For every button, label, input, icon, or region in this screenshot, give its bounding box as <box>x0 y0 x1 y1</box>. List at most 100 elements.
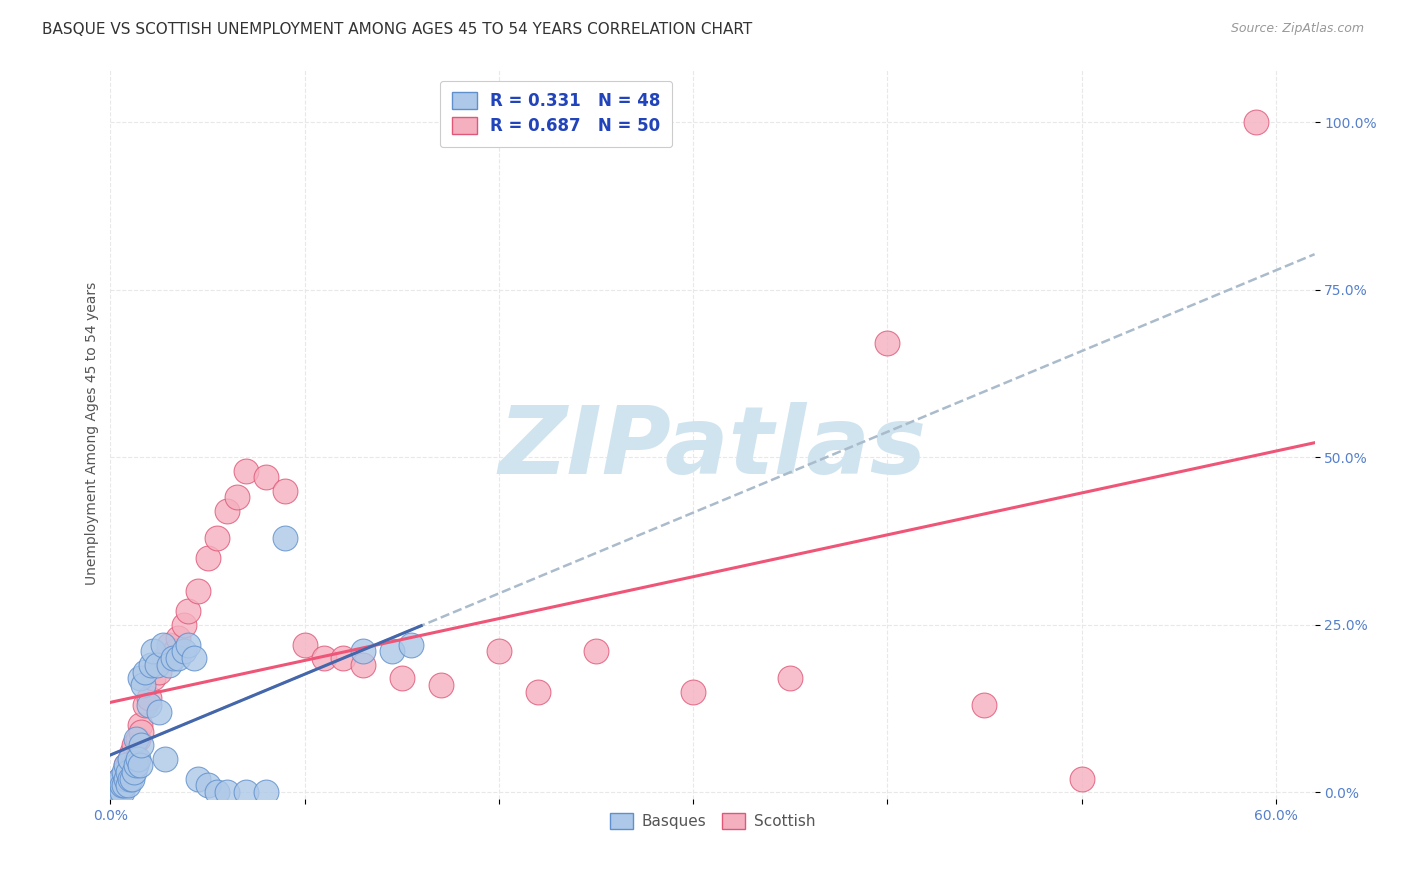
Point <box>122 738 145 752</box>
Point <box>112 779 135 793</box>
Point <box>117 758 139 772</box>
Point <box>153 751 176 765</box>
Point <box>177 638 200 652</box>
Point <box>124 751 146 765</box>
Point <box>187 772 209 786</box>
Text: BASQUE VS SCOTTISH UNEMPLOYMENT AMONG AGES 45 TO 54 YEARS CORRELATION CHART: BASQUE VS SCOTTISH UNEMPLOYMENT AMONG AG… <box>42 22 752 37</box>
Point <box>128 671 150 685</box>
Point <box>162 651 184 665</box>
Point <box>173 644 195 658</box>
Point <box>118 751 141 765</box>
Point <box>163 644 186 658</box>
Point <box>401 638 423 652</box>
Point <box>108 772 131 786</box>
Point <box>128 718 150 732</box>
Point <box>173 617 195 632</box>
Point <box>197 779 219 793</box>
Point <box>131 724 153 739</box>
Point <box>254 470 277 484</box>
Point <box>157 657 180 672</box>
Point <box>235 463 257 477</box>
Point <box>148 665 170 679</box>
Point <box>117 779 139 793</box>
Point <box>207 785 229 799</box>
Point <box>138 698 160 712</box>
Point <box>215 785 238 799</box>
Point <box>112 765 135 780</box>
Point <box>235 785 257 799</box>
Point <box>391 671 413 685</box>
Point <box>132 678 155 692</box>
Point <box>121 772 143 786</box>
Point <box>141 657 163 672</box>
Point <box>124 758 146 772</box>
Point <box>111 779 134 793</box>
Point <box>1070 772 1092 786</box>
Point <box>207 531 229 545</box>
Point <box>138 691 160 706</box>
Point <box>381 644 404 658</box>
Point <box>115 765 138 780</box>
Point <box>153 651 176 665</box>
Point <box>111 785 134 799</box>
Point <box>973 698 995 712</box>
Point <box>429 678 451 692</box>
Point <box>107 785 129 799</box>
Point <box>112 779 135 793</box>
Point <box>115 772 138 786</box>
Point <box>876 336 898 351</box>
Text: Source: ZipAtlas.com: Source: ZipAtlas.com <box>1230 22 1364 36</box>
Point <box>103 779 125 793</box>
Point <box>105 779 128 793</box>
Point <box>1246 115 1268 129</box>
Point <box>117 765 139 780</box>
Point <box>118 751 141 765</box>
Point <box>225 491 247 505</box>
Point <box>118 772 141 786</box>
Point <box>682 684 704 698</box>
Point <box>108 779 131 793</box>
Point <box>121 745 143 759</box>
Point <box>134 698 156 712</box>
Y-axis label: Unemployment Among Ages 45 to 54 years: Unemployment Among Ages 45 to 54 years <box>86 282 100 585</box>
Point <box>187 584 209 599</box>
Point <box>111 772 134 786</box>
Point <box>294 638 316 652</box>
Point <box>103 785 125 799</box>
Point <box>108 785 131 799</box>
Point <box>148 705 170 719</box>
Point <box>779 671 801 685</box>
Point <box>585 644 607 658</box>
Point <box>177 604 200 618</box>
Point <box>134 665 156 679</box>
Point <box>488 644 510 658</box>
Point <box>131 738 153 752</box>
Point <box>352 644 374 658</box>
Point <box>107 779 129 793</box>
Legend: Basques, Scottish: Basques, Scottish <box>603 806 821 835</box>
Point <box>274 531 297 545</box>
Point <box>128 758 150 772</box>
Point <box>312 651 335 665</box>
Point <box>127 751 149 765</box>
Point <box>526 684 548 698</box>
Point <box>142 644 165 658</box>
Point <box>122 765 145 780</box>
Point <box>352 657 374 672</box>
Point <box>115 758 138 772</box>
Point <box>127 731 149 746</box>
Point <box>115 758 138 772</box>
Point <box>274 483 297 498</box>
Point <box>167 631 190 645</box>
Point <box>105 785 128 799</box>
Point <box>142 671 165 685</box>
Point <box>167 651 190 665</box>
Point <box>197 550 219 565</box>
Point <box>108 772 131 786</box>
Point <box>183 651 205 665</box>
Point <box>254 785 277 799</box>
Point <box>124 731 146 746</box>
Point <box>215 504 238 518</box>
Point <box>157 638 180 652</box>
Point <box>146 657 169 672</box>
